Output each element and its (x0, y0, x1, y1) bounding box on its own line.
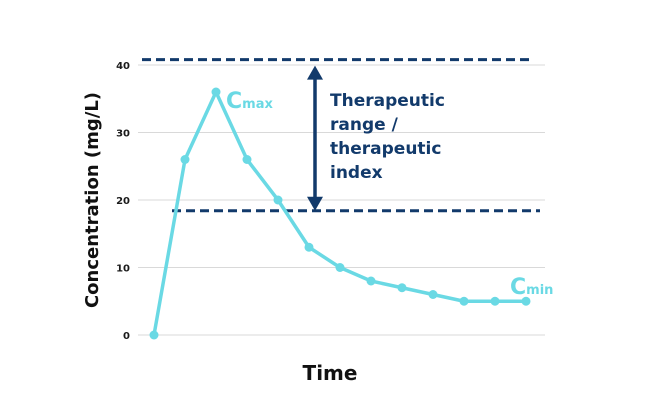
data-point-10 (459, 296, 469, 306)
range-label-line-1: Therapeutic (330, 91, 445, 111)
y-tick-labels: 0 10 20 30 40 (116, 61, 130, 342)
therapeutic-range-arrow (307, 65, 323, 211)
x-axis-title: Time (303, 361, 358, 385)
data-point-0 (149, 330, 159, 340)
data-point-11 (490, 296, 500, 306)
reference-lines (142, 58, 540, 213)
data-point-3 (242, 155, 252, 164)
y-tick-label-40: 40 (116, 61, 130, 72)
cmin-main: C (510, 275, 526, 300)
grid-layer (138, 64, 545, 336)
y-tick-label-10: 10 (116, 264, 130, 275)
range-arrow-head-up (307, 65, 323, 80)
range-label-line-4: index (330, 163, 383, 183)
range-arrow-head-down (307, 196, 323, 211)
y-tick-label-20: 20 (116, 196, 130, 207)
cmax-sub: max (242, 97, 273, 112)
data-point-9 (428, 290, 438, 299)
data-point-8 (397, 283, 407, 293)
y-tick-label-30: 30 (116, 129, 130, 140)
range-label-line-3: therapeutic (330, 139, 441, 159)
cmin-sub: min (526, 283, 553, 298)
data-point-12 (521, 296, 531, 306)
data-point-2 (211, 87, 221, 97)
y-axis-title: Concentration (mg/L) (82, 92, 103, 308)
data-point-6 (335, 263, 345, 272)
cmin-label: Cmin (510, 275, 553, 300)
data-point-4 (273, 195, 283, 205)
cmax-label: Cmax (226, 89, 273, 114)
range-label-line-2: range / (330, 115, 399, 135)
data-point-1 (180, 155, 190, 164)
data-point-5 (304, 242, 314, 252)
cmax-main: C (226, 89, 242, 114)
y-tick-label-0: 0 (123, 331, 130, 342)
data-point-7 (366, 276, 376, 286)
series-layer (149, 87, 531, 340)
